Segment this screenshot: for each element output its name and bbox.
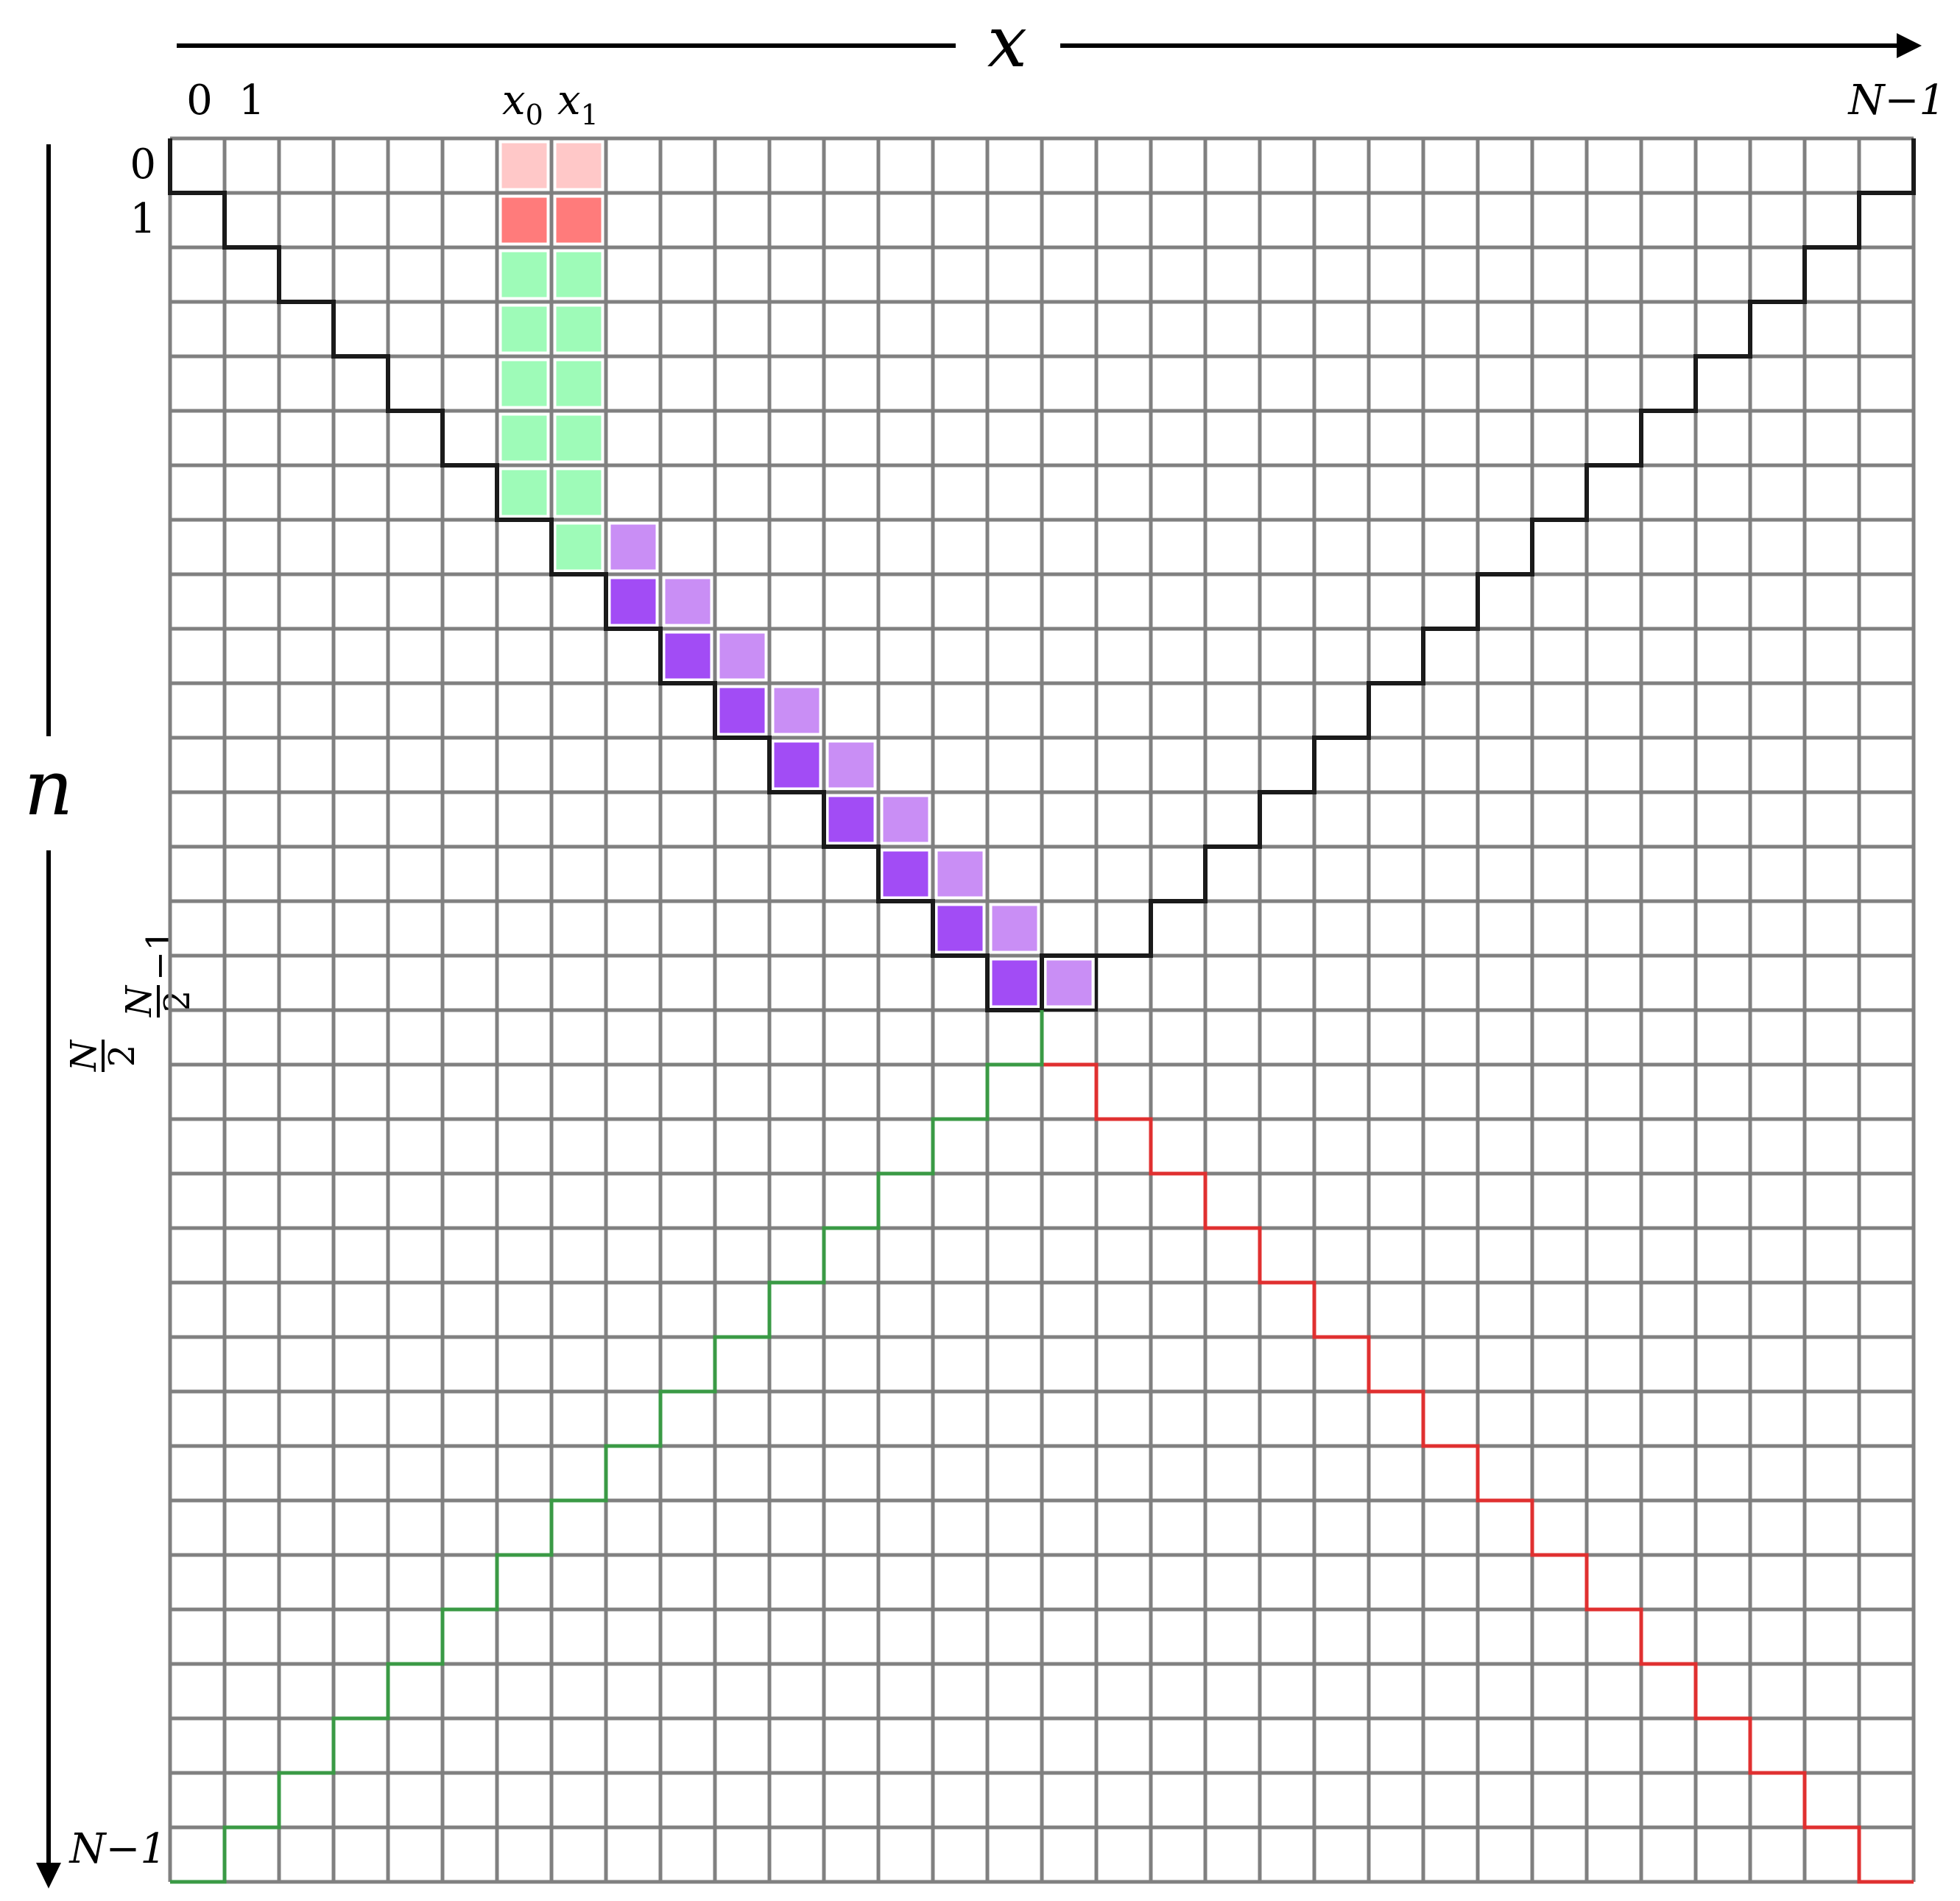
cell-green bbox=[554, 304, 604, 354]
cell-green bbox=[499, 250, 549, 300]
cell-light-purple bbox=[935, 849, 985, 899]
cell-light-purple bbox=[826, 740, 876, 790]
cell-green bbox=[554, 250, 604, 300]
cell-green bbox=[499, 413, 549, 463]
cell-dark-purple bbox=[935, 903, 985, 953]
cell-light-purple bbox=[663, 576, 713, 627]
row-label-last: N−1 bbox=[68, 1825, 166, 1873]
green-staircase bbox=[170, 1010, 1044, 1884]
row-label-1: 1 bbox=[130, 195, 156, 243]
row-label-half-den: 2 bbox=[102, 1045, 143, 1068]
x-axis: x bbox=[177, 1, 1922, 83]
cell-green bbox=[499, 304, 549, 354]
cell-green bbox=[554, 468, 604, 518]
row-label-0: 0 bbox=[130, 141, 156, 188]
n-axis-label: n bbox=[24, 743, 74, 833]
cell-dark-purple bbox=[826, 794, 876, 844]
column-label-x0-base: x bbox=[502, 77, 526, 124]
cell-light-purple bbox=[881, 794, 931, 844]
cell-light-red bbox=[499, 141, 549, 191]
cell-dark-purple bbox=[663, 631, 713, 681]
cell-light-purple bbox=[1044, 958, 1094, 1008]
staircase-paths bbox=[168, 138, 1916, 1884]
row-label-half-num: N bbox=[63, 1039, 105, 1072]
row-label-half-minus-one: N 2 −1 bbox=[119, 928, 198, 1017]
black-staircase-right bbox=[1040, 138, 1916, 1010]
column-label-x0-sub: 0 bbox=[526, 99, 543, 131]
cell-green bbox=[499, 468, 549, 518]
cell-dark-purple bbox=[990, 958, 1040, 1008]
column-labels: 0 1 x0 x1 N−1 bbox=[186, 77, 1945, 131]
n-axis: n bbox=[24, 144, 74, 1888]
cell-red bbox=[554, 195, 604, 245]
column-label-x1: x1 bbox=[557, 77, 599, 131]
cell-red bbox=[499, 195, 549, 245]
cell-green bbox=[499, 359, 549, 409]
column-label-x0: x0 bbox=[502, 77, 543, 131]
row-label-half: N 2 bbox=[63, 1039, 143, 1072]
cell-green bbox=[554, 413, 604, 463]
cell-light-purple bbox=[772, 685, 822, 736]
purple-band-border bbox=[550, 520, 1098, 1012]
cell-light-purple bbox=[990, 903, 1040, 953]
column-label-x1-sub: 1 bbox=[581, 99, 599, 131]
row-labels: 0 1 N 2 N 2 −1 N−1 bbox=[63, 141, 198, 1873]
cell-light-purple bbox=[608, 522, 658, 572]
cell-green bbox=[554, 359, 604, 409]
highlighted-cells bbox=[499, 141, 1094, 1008]
cell-dark-purple bbox=[772, 740, 822, 790]
cell-dark-purple bbox=[717, 685, 767, 736]
column-label-1: 1 bbox=[239, 77, 265, 124]
column-label-0: 0 bbox=[186, 77, 213, 124]
cell-dark-purple bbox=[881, 849, 931, 899]
n-axis-arrowhead bbox=[36, 1863, 61, 1888]
cell-light-red bbox=[554, 141, 604, 191]
cell-dark-purple bbox=[608, 576, 658, 627]
cell-light-purple bbox=[717, 631, 767, 681]
x-axis-arrowhead bbox=[1897, 33, 1922, 58]
column-label-x1-base: x bbox=[557, 77, 581, 124]
column-label-last: N−1 bbox=[1847, 77, 1945, 124]
cell-green bbox=[554, 522, 604, 572]
row-label-half-minus-one-num: N bbox=[119, 984, 160, 1017]
x-axis-label: x bbox=[987, 1, 1027, 83]
red-staircase bbox=[1040, 1010, 1914, 1884]
